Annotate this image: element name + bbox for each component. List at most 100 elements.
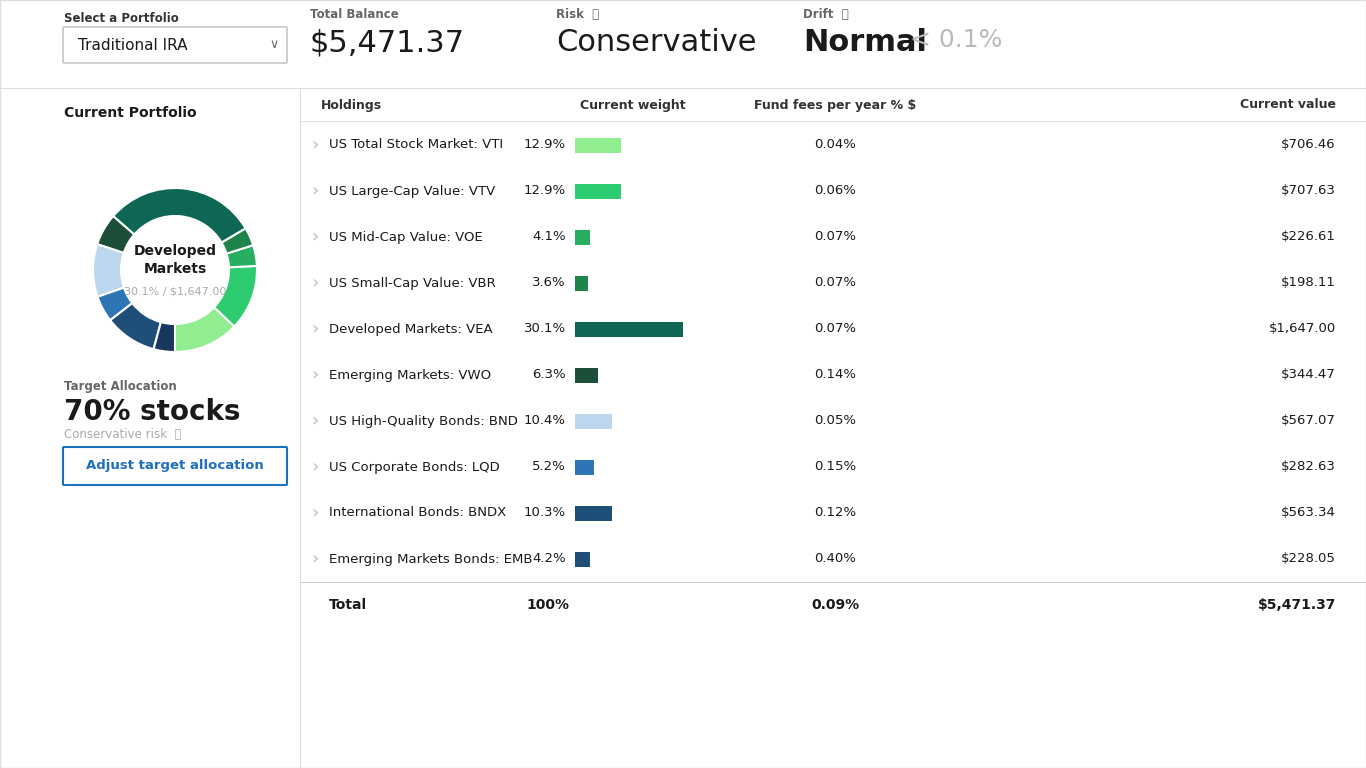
Bar xyxy=(301,536,1366,582)
Text: ›: › xyxy=(311,550,318,568)
Text: US Large-Cap Value: VTV: US Large-Cap Value: VTV xyxy=(329,184,496,197)
Text: ›: › xyxy=(311,366,318,384)
Bar xyxy=(301,260,1366,306)
Text: ›: › xyxy=(311,136,318,154)
Text: Traditional IRA: Traditional IRA xyxy=(78,38,187,52)
Text: 4.2%: 4.2% xyxy=(533,552,566,565)
Text: $5,471.37: $5,471.37 xyxy=(310,28,466,57)
Text: 0.05%: 0.05% xyxy=(814,415,856,428)
Text: $707.63: $707.63 xyxy=(1281,184,1336,197)
Text: US Corporate Bonds: LQD: US Corporate Bonds: LQD xyxy=(329,461,500,474)
Text: ›: › xyxy=(311,320,318,338)
Text: 70% stocks: 70% stocks xyxy=(64,398,240,426)
Text: Conservative: Conservative xyxy=(556,28,757,57)
Text: ›: › xyxy=(311,504,318,522)
Text: Adjust target allocation: Adjust target allocation xyxy=(86,459,264,472)
Bar xyxy=(301,490,1366,536)
Text: US Total Stock Market: VTI: US Total Stock Market: VTI xyxy=(329,138,503,151)
Bar xyxy=(301,168,1366,214)
Bar xyxy=(301,582,1366,583)
Text: Conservative risk  ⓘ: Conservative risk ⓘ xyxy=(64,428,182,441)
Wedge shape xyxy=(221,228,253,253)
Text: Normal: Normal xyxy=(803,28,928,57)
Bar xyxy=(575,459,594,475)
Text: $226.61: $226.61 xyxy=(1281,230,1336,243)
Bar xyxy=(301,89,1366,121)
Bar xyxy=(301,352,1366,398)
Text: 0.04%: 0.04% xyxy=(814,138,856,151)
Text: ›: › xyxy=(311,182,318,200)
Bar xyxy=(301,214,1366,260)
Text: < 0.1%: < 0.1% xyxy=(910,28,1003,52)
Text: 5.2%: 5.2% xyxy=(533,461,566,474)
Text: 3.6%: 3.6% xyxy=(533,276,566,290)
Text: 0.07%: 0.07% xyxy=(814,230,856,243)
Text: Risk  ⓘ: Risk ⓘ xyxy=(556,8,600,21)
Bar xyxy=(301,306,1366,307)
Text: Total Balance: Total Balance xyxy=(310,8,399,21)
Text: $706.46: $706.46 xyxy=(1281,138,1336,151)
Text: Target Allocation: Target Allocation xyxy=(64,380,176,393)
Text: 6.3%: 6.3% xyxy=(533,369,566,382)
Text: 30.1% / $1,647.00: 30.1% / $1,647.00 xyxy=(124,286,227,296)
Bar xyxy=(301,168,1366,169)
Bar xyxy=(301,398,1366,399)
Bar xyxy=(575,413,612,429)
Bar xyxy=(301,121,1366,122)
Text: 30.1%: 30.1% xyxy=(525,323,566,336)
Text: US High-Quality Bonds: BND: US High-Quality Bonds: BND xyxy=(329,415,518,428)
Bar xyxy=(301,444,1366,490)
Text: Emerging Markets Bonds: EMB: Emerging Markets Bonds: EMB xyxy=(329,552,533,565)
Text: Current weight: Current weight xyxy=(581,98,686,111)
Text: 0.06%: 0.06% xyxy=(814,184,856,197)
Text: $567.07: $567.07 xyxy=(1281,415,1336,428)
Bar xyxy=(301,536,1366,537)
Text: 0.40%: 0.40% xyxy=(814,552,856,565)
Wedge shape xyxy=(175,307,235,352)
Wedge shape xyxy=(113,188,246,243)
Text: $282.63: $282.63 xyxy=(1281,461,1336,474)
Bar xyxy=(575,230,590,244)
Text: $344.47: $344.47 xyxy=(1281,369,1336,382)
Bar xyxy=(0,88,1366,89)
Bar xyxy=(575,137,622,153)
Text: ∨: ∨ xyxy=(269,38,279,51)
Bar xyxy=(575,276,587,290)
Text: $5,471.37: $5,471.37 xyxy=(1258,598,1336,612)
Bar xyxy=(301,122,1366,168)
Text: Current value: Current value xyxy=(1240,98,1336,111)
Text: Drift  ⓘ: Drift ⓘ xyxy=(803,8,848,21)
Bar xyxy=(575,505,612,521)
Text: 12.9%: 12.9% xyxy=(525,184,566,197)
Bar xyxy=(301,260,1366,261)
Text: 100%: 100% xyxy=(526,598,570,612)
Text: Total: Total xyxy=(329,598,367,612)
Wedge shape xyxy=(97,288,133,320)
Text: 10.4%: 10.4% xyxy=(525,415,566,428)
Text: $198.11: $198.11 xyxy=(1281,276,1336,290)
Bar xyxy=(575,322,683,336)
Wedge shape xyxy=(111,303,161,349)
Text: $1,647.00: $1,647.00 xyxy=(1269,323,1336,336)
Bar xyxy=(301,582,1366,583)
Text: Fund fees per year % $: Fund fees per year % $ xyxy=(754,98,917,111)
Text: 0.15%: 0.15% xyxy=(814,461,856,474)
FancyBboxPatch shape xyxy=(63,27,287,63)
Text: $563.34: $563.34 xyxy=(1281,507,1336,519)
Text: US Mid-Cap Value: VOE: US Mid-Cap Value: VOE xyxy=(329,230,482,243)
Text: US Small-Cap Value: VBR: US Small-Cap Value: VBR xyxy=(329,276,496,290)
Bar xyxy=(575,368,597,382)
Text: 0.07%: 0.07% xyxy=(814,323,856,336)
Text: Emerging Markets: VWO: Emerging Markets: VWO xyxy=(329,369,492,382)
Text: Developed Markets: VEA: Developed Markets: VEA xyxy=(329,323,493,336)
Wedge shape xyxy=(93,244,124,296)
Bar xyxy=(301,214,1366,215)
Text: ›: › xyxy=(311,458,318,476)
Bar xyxy=(301,490,1366,491)
Bar xyxy=(301,398,1366,444)
Text: Holdings: Holdings xyxy=(321,98,382,111)
Text: ›: › xyxy=(311,412,318,430)
Wedge shape xyxy=(97,216,134,253)
Text: 0.07%: 0.07% xyxy=(814,276,856,290)
Text: 0.14%: 0.14% xyxy=(814,369,856,382)
